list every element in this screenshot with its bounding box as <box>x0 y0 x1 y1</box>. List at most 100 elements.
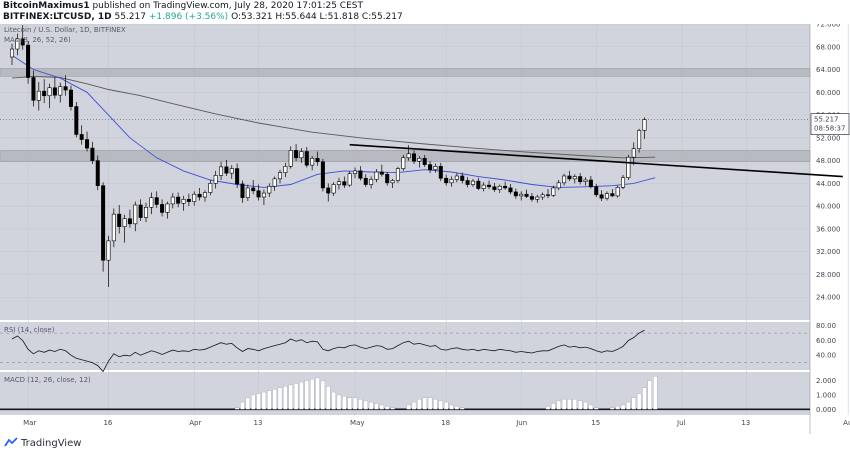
candle-body <box>604 193 609 199</box>
candle-body <box>497 185 502 190</box>
candle-body <box>26 44 31 78</box>
candle <box>58 82 63 103</box>
candle-body <box>545 194 550 196</box>
candle-body <box>111 213 116 242</box>
candle-body <box>492 186 497 190</box>
macd-hist-bar <box>368 401 374 410</box>
candle <box>208 179 213 196</box>
macd-hist-bar <box>422 397 427 410</box>
candle-body <box>31 77 36 101</box>
macd-hist-bar <box>331 391 336 410</box>
candle-body <box>160 204 165 213</box>
candle <box>245 184 250 202</box>
candle <box>202 190 207 202</box>
macd-hist-bar <box>417 399 422 410</box>
chart-header: BitcoinMaximus1 published on TradingView… <box>0 0 850 24</box>
candle <box>454 173 459 183</box>
candle-body <box>320 161 325 189</box>
candle-body <box>631 148 636 158</box>
candle-body <box>20 38 25 46</box>
candle <box>197 187 202 201</box>
candle <box>433 163 438 173</box>
candle-body <box>186 199 191 202</box>
candle <box>631 142 636 166</box>
candle-body <box>551 187 556 196</box>
macd-hist-bar <box>460 407 465 410</box>
candle <box>438 162 443 182</box>
candle-body <box>299 151 304 159</box>
candle-body <box>90 147 95 161</box>
candle-body <box>331 184 336 194</box>
candle-body <box>106 240 111 261</box>
macd-hist-bar <box>653 376 658 410</box>
candle-body <box>58 86 63 96</box>
rsi-tick-label: 60.00 <box>816 337 836 345</box>
candle <box>385 172 390 186</box>
candle <box>192 191 197 206</box>
macd-hist-bar <box>433 399 438 410</box>
candle-body <box>594 186 599 196</box>
candle-body <box>379 171 384 175</box>
macd-hist-bar <box>293 383 299 410</box>
candle-body <box>245 187 250 198</box>
candle-body <box>374 171 379 180</box>
candle <box>122 214 127 243</box>
macd-hist-bar <box>234 407 240 410</box>
candle <box>165 201 170 219</box>
candle-body <box>63 86 68 91</box>
candle-body <box>15 38 20 50</box>
chart-canvas[interactable]: 72.00068.00064.00060.00056.00052.00048.0… <box>0 24 850 434</box>
candle-body <box>481 184 486 189</box>
candle-body <box>588 179 593 188</box>
candle-body <box>256 190 261 198</box>
price-tick-label: 32.000 <box>816 248 841 256</box>
candle <box>294 144 299 162</box>
rsi-tick-label: 80.00 <box>816 322 836 330</box>
candle <box>615 185 620 198</box>
tradingview-logo[interactable]: TradingView <box>4 437 81 449</box>
candle-body <box>503 185 508 189</box>
candle-body <box>267 185 272 194</box>
candle <box>224 160 229 176</box>
price-tick-label: 52.000 <box>816 134 841 142</box>
time-tick-label: 18 <box>441 419 450 427</box>
candle-body <box>583 179 588 182</box>
candle <box>465 177 470 188</box>
candle-body <box>117 213 122 227</box>
candle <box>160 199 165 217</box>
macd-hist-bar <box>642 387 647 410</box>
resistance-zone <box>0 68 811 77</box>
candle-body <box>487 184 492 188</box>
candle <box>52 77 57 99</box>
candle <box>610 189 615 198</box>
candle-body <box>170 196 175 205</box>
candle-body <box>42 90 47 97</box>
candle-body <box>390 180 395 184</box>
candle <box>181 195 186 211</box>
candle <box>251 179 256 195</box>
macd-hist-bar <box>454 406 460 410</box>
candle <box>326 183 331 202</box>
candle-body <box>85 139 90 149</box>
candle <box>267 183 272 198</box>
symbol-info: BITFINEX:LTCUSD, 1D 55.217 +1.896 (+3.56… <box>3 12 403 22</box>
candle <box>353 167 358 179</box>
time-tick-label: Aug <box>843 419 850 427</box>
macd-indicator <box>0 376 810 411</box>
time-tick-label: Jul <box>676 419 686 427</box>
candle-body <box>508 187 513 193</box>
macd-hist-bar <box>363 400 368 410</box>
candle-body <box>74 106 79 135</box>
price-badge-value: 55.217 <box>814 116 839 124</box>
macd-tick-label: 1.000 <box>816 391 836 399</box>
macd-hist-bar <box>572 399 577 410</box>
ma-indicator-label: MAs (8, 26, 52, 26) <box>4 36 71 44</box>
candle <box>594 183 599 198</box>
author-name[interactable]: BitcoinMaximus1 <box>3 1 90 11</box>
time-tick-label: 15 <box>591 419 600 427</box>
candle-body <box>401 157 406 169</box>
candle-body <box>438 166 443 179</box>
candle <box>428 161 433 174</box>
candle-body <box>578 176 583 182</box>
macd-hist-bar <box>385 406 390 410</box>
